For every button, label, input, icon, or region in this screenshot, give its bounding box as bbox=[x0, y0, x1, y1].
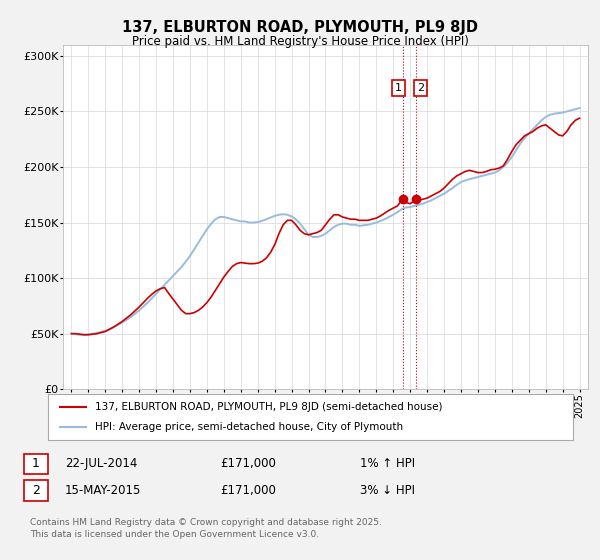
Text: 3% ↓ HPI: 3% ↓ HPI bbox=[360, 484, 415, 497]
Text: 15-MAY-2015: 15-MAY-2015 bbox=[65, 484, 142, 497]
Text: 137, ELBURTON ROAD, PLYMOUTH, PL9 8JD: 137, ELBURTON ROAD, PLYMOUTH, PL9 8JD bbox=[122, 20, 478, 35]
Text: 22-JUL-2014: 22-JUL-2014 bbox=[65, 458, 137, 470]
Text: HPI: Average price, semi-detached house, City of Plymouth: HPI: Average price, semi-detached house,… bbox=[95, 422, 403, 432]
Text: 137, ELBURTON ROAD, PLYMOUTH, PL9 8JD (semi-detached house): 137, ELBURTON ROAD, PLYMOUTH, PL9 8JD (s… bbox=[95, 402, 443, 412]
Text: £171,000: £171,000 bbox=[220, 458, 276, 470]
Text: Contains HM Land Registry data © Crown copyright and database right 2025.
This d: Contains HM Land Registry data © Crown c… bbox=[30, 518, 382, 539]
Text: 1: 1 bbox=[32, 458, 40, 470]
Text: 2: 2 bbox=[32, 484, 40, 497]
Text: 2: 2 bbox=[417, 83, 424, 93]
Text: £171,000: £171,000 bbox=[220, 484, 276, 497]
Text: 1% ↑ HPI: 1% ↑ HPI bbox=[360, 458, 415, 470]
FancyBboxPatch shape bbox=[24, 480, 48, 501]
FancyBboxPatch shape bbox=[24, 454, 48, 474]
Text: 1: 1 bbox=[395, 83, 402, 93]
Text: Price paid vs. HM Land Registry's House Price Index (HPI): Price paid vs. HM Land Registry's House … bbox=[131, 35, 469, 48]
